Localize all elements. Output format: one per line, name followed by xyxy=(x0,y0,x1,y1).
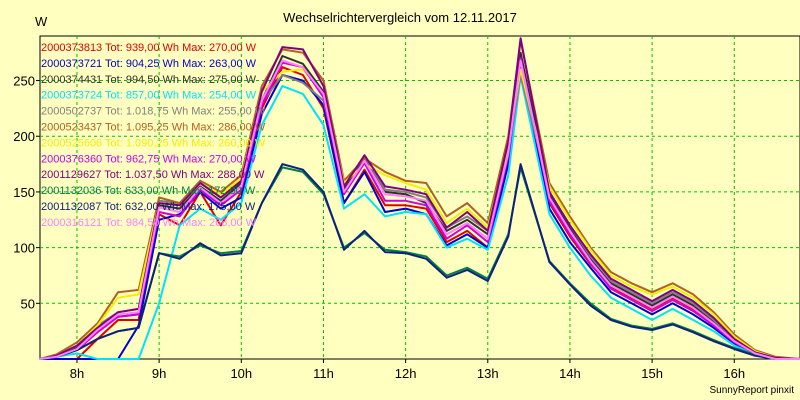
series-line xyxy=(39,163,800,360)
y-axis-unit-label: W xyxy=(35,14,48,29)
legend-entry: 2000316121 Tot: 984,50 Wh Max: 268,00 W xyxy=(41,217,257,229)
x-tick-label: 16h xyxy=(723,366,745,381)
legend-entry: 2001132087 Tot: 632,00 Wh Max: 175,00 W xyxy=(41,201,256,213)
axis-labels: 8h 9h 10h 11h 12h 13h 14h 15h 16h 50 100 150 200 250 xyxy=(13,74,745,381)
legend-entry: 2000525606 Tot: 1.090,25 Wh Max: 260,00 … xyxy=(41,137,266,149)
series-line xyxy=(39,57,800,360)
y-tick-label: 100 xyxy=(13,241,35,256)
y-tick-label: 250 xyxy=(13,74,35,89)
legend-entry: 2001132036 Tot: 633,00 Wh Max: 172,00 W xyxy=(41,185,256,197)
x-tick-label: 13h xyxy=(477,366,499,381)
y-tick-label: 200 xyxy=(13,129,35,144)
legend-entry: 2001129627 Tot: 1.037,50 Wh Max: 288,00 … xyxy=(41,169,265,181)
legend-entry: 2000502737 Tot: 1.018,75 Wh Max: 255,00 … xyxy=(41,106,266,118)
series-line xyxy=(39,75,800,360)
y-tick-label: 150 xyxy=(13,185,35,200)
plot-area xyxy=(39,35,800,360)
chart-title: Wechselrichtervergleich vom 12.11.2017 xyxy=(283,10,517,25)
x-tick-label: 10h xyxy=(230,366,252,381)
series-line xyxy=(40,66,800,360)
footer-credit: SunnyReport pinxit xyxy=(709,385,795,396)
legend-entry: 2000373813 Tot: 939,00 Wh Max: 270,00 W xyxy=(41,42,257,54)
legend-entry: 2000373724 Tot: 857,00 Wh Max: 254,00 W xyxy=(41,90,257,102)
x-tick-label: 8h xyxy=(70,366,84,381)
x-tick-label: 14h xyxy=(559,366,581,381)
x-tick-label: 15h xyxy=(641,366,663,381)
series-line xyxy=(39,37,800,360)
legend-entry: 2000373721 Tot: 904,25 Wh Max: 263,00 W xyxy=(41,58,257,70)
y-tick-label: 50 xyxy=(21,296,35,311)
x-tick-label: 9h xyxy=(152,366,166,381)
series-line xyxy=(39,74,800,360)
x-tick-label: 11h xyxy=(313,366,334,381)
x-tick-label: 12h xyxy=(395,366,417,381)
legend-entry: 2000376360 Tot: 962,75 Wh Max: 270,00 W xyxy=(41,153,257,165)
legend-entry: 2000374431 Tot: 994,50 Wh Max: 275,00 W xyxy=(41,74,257,86)
legend: 2000373813 Tot: 939,00 Wh Max: 270,00 W 2… xyxy=(41,42,266,229)
series-lines xyxy=(39,37,800,360)
series-line xyxy=(39,39,800,360)
series-line xyxy=(39,59,800,360)
legend-entry: 2000523437 Tot: 1.095,25 Wh Max: 286,00 … xyxy=(41,122,266,134)
